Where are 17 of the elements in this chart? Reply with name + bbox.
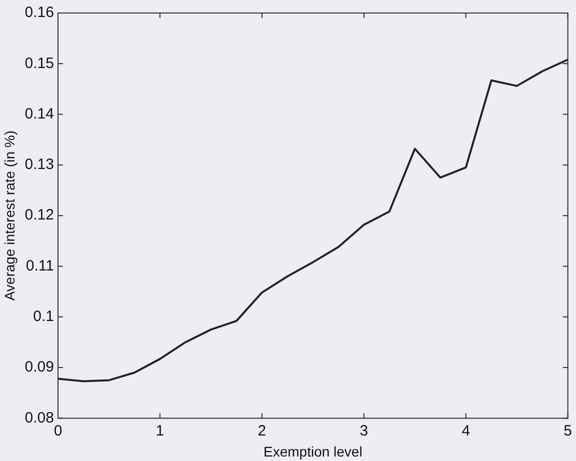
- y-tick-label: 0.1: [33, 308, 54, 326]
- y-axis-title: Average interest rate (in %): [1, 130, 18, 301]
- y-tick-label: 0.15: [24, 54, 54, 72]
- x-axis-title: Exemption level: [264, 443, 362, 460]
- x-tick-label: 0: [54, 422, 62, 440]
- x-tick-label: 1: [156, 422, 164, 440]
- y-tick-label: 0.14: [24, 105, 54, 122]
- y-tick-label: 0.12: [24, 206, 54, 224]
- x-tick-label: 5: [564, 422, 572, 440]
- y-tick-label: 0.09: [24, 358, 54, 376]
- x-tick-label: 3: [360, 422, 368, 440]
- x-tick-label: 2: [258, 422, 266, 440]
- y-tick-label: 0.13: [24, 156, 54, 174]
- y-tick-label: 0.11: [26, 257, 54, 274]
- y-tick-label: 0.16: [24, 4, 54, 22]
- y-tick-label: 0.08: [24, 409, 54, 426]
- x-tick-label: 4: [462, 422, 470, 440]
